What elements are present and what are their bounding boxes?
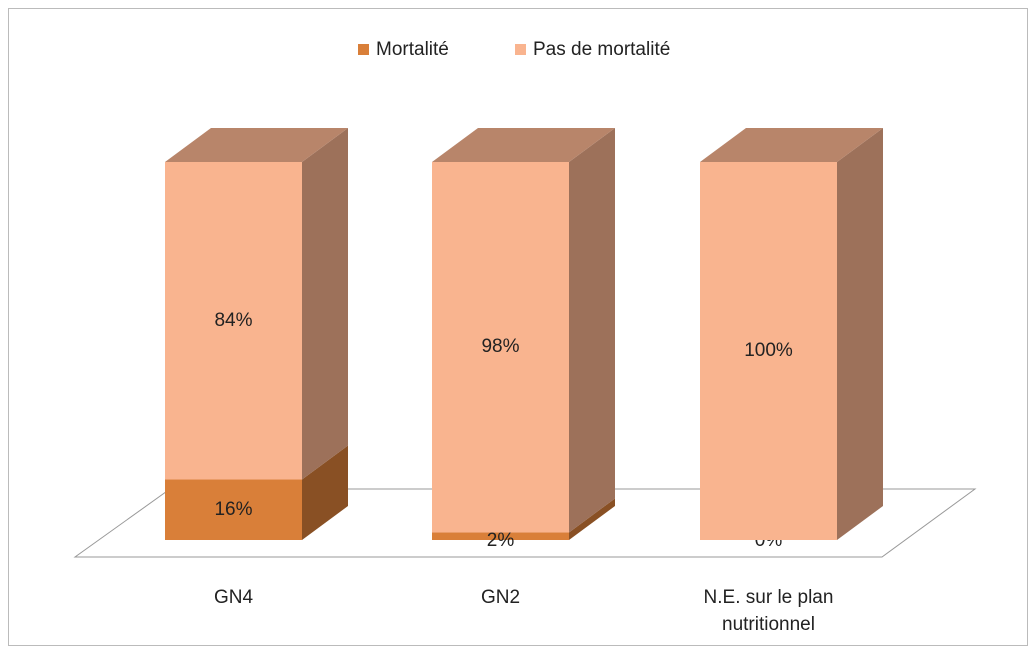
bar-top bbox=[432, 128, 615, 162]
bar bbox=[432, 162, 569, 533]
x-tick-label: GN2 bbox=[480, 587, 521, 608]
bar bbox=[165, 479, 302, 540]
value-label: 16% bbox=[214, 499, 252, 520]
x-tick-label: GN4 bbox=[213, 587, 254, 608]
bar-top bbox=[165, 128, 348, 162]
legend-label: Mortalité bbox=[376, 39, 449, 60]
bar-side bbox=[837, 128, 883, 540]
value-label: 84% bbox=[214, 310, 252, 331]
bar-side bbox=[569, 128, 615, 533]
bar-top bbox=[700, 128, 883, 162]
bar-side bbox=[302, 445, 348, 540]
bar-side bbox=[569, 498, 615, 540]
legend-swatch bbox=[515, 44, 526, 55]
bar bbox=[165, 162, 302, 480]
bar bbox=[700, 162, 837, 540]
legend-label: Pas de mortalité bbox=[533, 39, 670, 60]
bar bbox=[432, 532, 569, 540]
value-label: 98% bbox=[481, 336, 519, 357]
x-tick-label: N.E. sur le plan nutritionnel bbox=[703, 587, 834, 635]
legend-swatch bbox=[358, 44, 369, 55]
value-label: 2% bbox=[487, 530, 515, 551]
value-label: 100% bbox=[744, 340, 793, 361]
bar-side bbox=[302, 128, 348, 480]
